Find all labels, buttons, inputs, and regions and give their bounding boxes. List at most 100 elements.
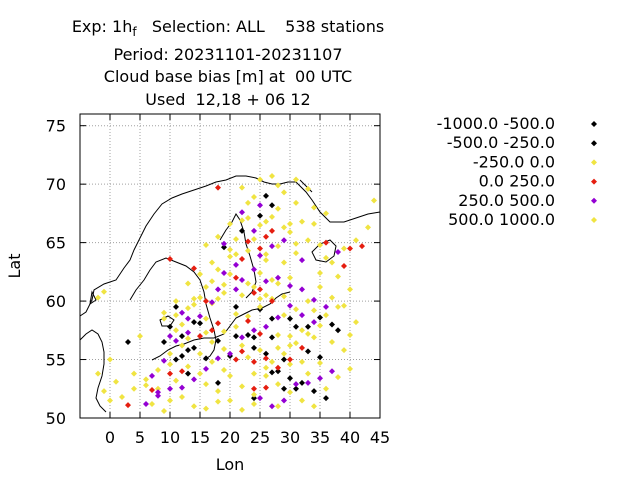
data-point-series-4 — [251, 227, 257, 234]
data-point-series-0 — [263, 350, 269, 357]
data-point-series-1 — [191, 319, 197, 326]
data-point-series-5 — [347, 331, 353, 338]
data-point-series-3 — [251, 289, 257, 296]
data-point-series-0 — [173, 303, 179, 310]
data-point-series-4 — [311, 296, 317, 303]
data-point-series-5 — [293, 240, 299, 247]
data-point-series-2 — [251, 284, 257, 291]
data-point-series-0 — [245, 331, 251, 338]
data-point-series-4 — [275, 314, 281, 321]
data-point-series-2 — [245, 280, 251, 287]
data-point-series-3 — [233, 274, 239, 281]
data-point-series-2 — [185, 363, 191, 370]
data-point-series-5 — [155, 367, 161, 374]
data-point-series-2 — [239, 184, 245, 191]
data-point-series-1 — [251, 334, 257, 341]
data-point-series-0 — [287, 375, 293, 382]
data-point-series-5 — [197, 350, 203, 357]
data-point-series-2 — [329, 259, 335, 266]
data-point-series-0 — [269, 334, 275, 341]
data-point-series-4 — [233, 261, 239, 268]
data-point-series-2 — [101, 288, 107, 295]
data-point-series-5 — [311, 307, 317, 314]
data-point-series-4 — [197, 313, 203, 320]
data-point-series-2 — [239, 342, 245, 349]
x-tick-label: 30 — [280, 428, 300, 447]
data-point-series-1 — [269, 369, 275, 376]
data-point-series-4 — [263, 278, 269, 285]
data-point-series-5 — [275, 344, 281, 351]
title-line-2: Period: 20231101-20231107 — [113, 44, 343, 64]
data-point-series-4 — [191, 376, 197, 383]
data-point-series-2 — [311, 334, 317, 341]
data-point-series-3 — [203, 298, 209, 305]
data-point-series-2 — [275, 280, 281, 287]
y-tick-label: 60 — [46, 292, 66, 311]
data-point-series-3 — [263, 384, 269, 391]
data-point-series-2 — [149, 400, 155, 407]
data-point-series-2 — [257, 303, 263, 310]
data-point-series-5 — [275, 403, 281, 410]
data-point-series-4 — [185, 315, 191, 322]
data-point-series-2 — [197, 294, 203, 301]
data-point-series-1 — [203, 355, 209, 362]
chart-title: Exp: 1hf Selection: ALL 538 stations Per… — [0, 16, 456, 111]
data-point-series-3 — [239, 348, 245, 355]
data-point-series-1 — [173, 356, 179, 363]
data-point-series-0 — [251, 395, 257, 402]
data-point-series-0 — [179, 353, 185, 360]
data-point-series-4 — [311, 319, 317, 326]
x-tick-label: 20 — [220, 428, 240, 447]
data-point-series-4 — [155, 389, 161, 396]
data-point-series-3 — [245, 238, 251, 245]
data-point-series-2 — [263, 251, 269, 258]
data-point-series-2 — [317, 360, 323, 367]
data-point-series-5 — [221, 328, 227, 335]
data-point-series-2 — [233, 236, 239, 243]
data-point-series-5 — [299, 327, 305, 334]
data-point-series-4 — [335, 248, 341, 255]
x-tick-label: 5 — [135, 428, 145, 447]
data-point-series-0 — [281, 356, 287, 363]
data-point-series-0 — [269, 202, 275, 209]
data-point-series-2 — [227, 397, 233, 404]
data-point-series-4 — [329, 368, 335, 375]
data-point-series-1 — [185, 347, 191, 354]
data-point-series-2 — [197, 370, 203, 377]
data-point-series-5 — [287, 333, 293, 340]
data-point-series-2 — [281, 312, 287, 319]
data-point-series-4 — [275, 274, 281, 281]
data-point-series-0 — [191, 344, 197, 351]
data-point-series-4 — [215, 286, 221, 293]
data-point-series-0 — [323, 395, 329, 402]
data-point-series-2 — [155, 385, 161, 392]
data-point-series-3 — [179, 368, 185, 375]
y-tick-label: 55 — [46, 351, 66, 370]
data-point-series-5 — [95, 370, 101, 377]
data-point-series-4 — [293, 381, 299, 388]
data-point-series-1 — [305, 323, 311, 330]
data-point-series-2 — [329, 339, 335, 345]
title-line-4: Used 12,18 + 06 12 — [145, 89, 311, 109]
x-tick-label: 10 — [160, 428, 180, 447]
data-point-series-4 — [299, 286, 305, 293]
data-point-series-4 — [149, 372, 155, 379]
coastline — [79, 175, 381, 413]
data-point-series-4 — [239, 334, 245, 341]
legend-marker — [591, 140, 597, 147]
data-point-series-4 — [185, 329, 191, 336]
legend-marker — [591, 178, 597, 185]
x-tick-label: 25 — [250, 428, 270, 447]
data-point-series-2 — [299, 397, 305, 404]
y-tick-label: 75 — [46, 117, 66, 136]
data-point-series-4 — [269, 403, 275, 410]
data-point-series-4 — [251, 266, 257, 273]
data-point-series-5 — [341, 302, 347, 309]
data-point-series-2 — [209, 358, 215, 365]
data-point-series-0 — [275, 368, 281, 375]
data-point-series-4 — [155, 392, 161, 399]
data-point-series-5 — [101, 388, 107, 395]
data-point-series-2 — [239, 292, 245, 299]
x-axis-label: Lon — [216, 455, 245, 474]
data-point-series-5 — [317, 270, 323, 277]
